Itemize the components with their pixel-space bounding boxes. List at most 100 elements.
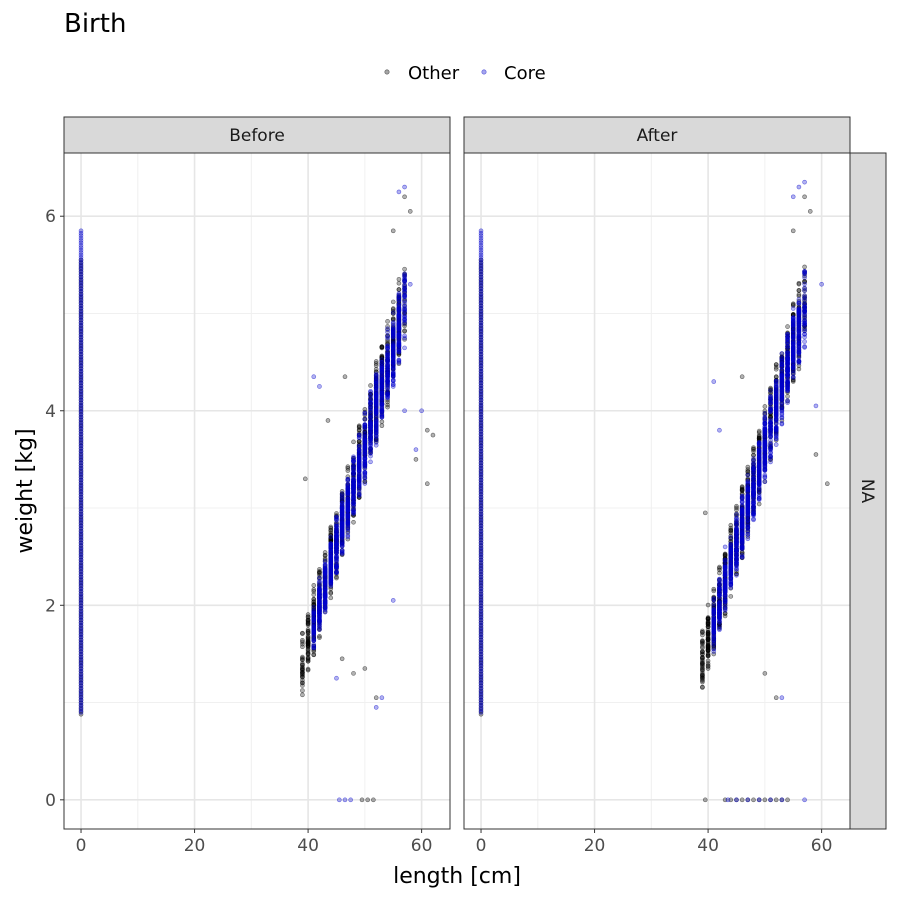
other-point: [746, 469, 750, 473]
chart-title: Birth: [64, 9, 126, 39]
core-point: [786, 345, 790, 349]
other-point: [300, 689, 304, 693]
other-point: [403, 195, 407, 199]
core-point: [346, 508, 350, 512]
other-point: [814, 453, 818, 457]
core-point: [340, 494, 344, 498]
core-point: [363, 481, 367, 485]
legend: Other Core: [385, 63, 546, 84]
core-point: [352, 505, 356, 509]
other-point: [729, 528, 733, 532]
other-point: [425, 482, 429, 486]
core-point: [334, 571, 338, 575]
other-point: [797, 282, 801, 286]
core-point: [369, 454, 373, 458]
other-point: [306, 668, 310, 672]
core-point: [334, 676, 338, 680]
other-point: [703, 798, 707, 802]
other-point: [323, 550, 327, 554]
other-point: [300, 675, 304, 679]
core-point: [374, 404, 378, 408]
core-point: [340, 504, 344, 508]
other-point: [729, 594, 733, 598]
core-point: [317, 384, 321, 388]
core-point: [780, 422, 784, 426]
core-point: [386, 366, 390, 370]
core-point: [363, 423, 367, 427]
legend-key-other: [385, 70, 389, 74]
core-point: [380, 696, 384, 700]
other-point: [300, 662, 304, 666]
core-point: [317, 576, 321, 580]
core-point: [386, 327, 390, 331]
other-point: [306, 636, 310, 640]
core-point: [397, 358, 401, 362]
other-point: [786, 798, 790, 802]
other-point: [703, 511, 707, 515]
other-point: [803, 195, 807, 199]
core-point: [769, 388, 773, 392]
core-point: [329, 535, 333, 539]
other-point: [317, 571, 321, 575]
core-point: [386, 384, 390, 388]
panel-bg-after: [464, 153, 850, 829]
core-point: [374, 395, 378, 399]
other-point: [408, 209, 412, 213]
core-point: [317, 628, 321, 632]
other-point: [791, 229, 795, 233]
other-point: [700, 630, 704, 634]
other-point: [706, 630, 710, 634]
core-point: [403, 309, 407, 313]
other-point: [391, 300, 395, 304]
core-point: [386, 379, 390, 383]
other-point: [352, 520, 356, 524]
core-point: [329, 550, 333, 554]
core-point: [386, 346, 390, 350]
core-point: [334, 533, 338, 537]
other-point: [706, 654, 710, 658]
other-point: [712, 587, 716, 591]
core-point: [723, 605, 727, 609]
other-point: [825, 482, 829, 486]
core-point: [312, 628, 316, 632]
core-point: [391, 598, 395, 602]
core-point: [374, 705, 378, 709]
core-point: [712, 649, 716, 653]
core-point: [369, 406, 373, 410]
other-point: [797, 289, 801, 293]
other-point: [300, 631, 304, 635]
core-point: [363, 447, 367, 451]
facet-label-before: Before: [229, 126, 285, 146]
core-point: [380, 409, 384, 413]
other-point: [306, 621, 310, 625]
core-point: [323, 606, 327, 610]
core-point: [323, 559, 327, 563]
core-point: [380, 379, 384, 383]
panel-bg-before: [64, 153, 450, 829]
core-point: [369, 389, 373, 393]
core-point: [317, 596, 321, 600]
facet-label-after: After: [637, 126, 678, 146]
core-point: [763, 415, 767, 419]
core-point: [357, 466, 361, 470]
other-point: [352, 440, 356, 444]
core-point: [752, 467, 756, 471]
core-point: [334, 558, 338, 562]
core-point: [363, 440, 367, 444]
core-point: [369, 426, 373, 430]
core-point: [414, 448, 418, 452]
other-point: [300, 693, 304, 697]
core-point: [312, 644, 316, 648]
core-point: [357, 474, 361, 478]
core-point: [349, 798, 353, 802]
core-point: [329, 579, 333, 583]
core-point: [374, 411, 378, 415]
core-point: [397, 314, 401, 318]
core-point: [357, 445, 361, 449]
core-point: [408, 282, 412, 286]
core-point: [334, 528, 338, 532]
core-point: [363, 464, 367, 468]
core-point: [352, 509, 356, 513]
other-point: [786, 325, 790, 329]
core-point: [391, 374, 395, 378]
